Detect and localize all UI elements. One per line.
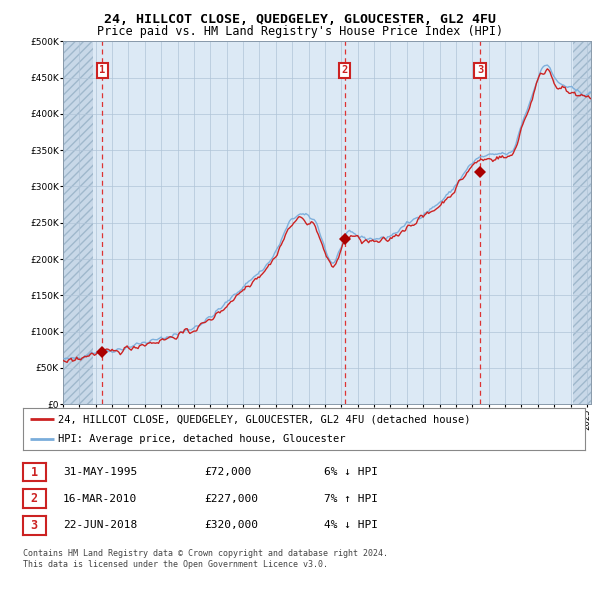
Text: 31-MAY-1995: 31-MAY-1995 (63, 467, 137, 477)
Text: This data is licensed under the Open Government Licence v3.0.: This data is licensed under the Open Gov… (23, 560, 328, 569)
Text: 22-JUN-2018: 22-JUN-2018 (63, 520, 137, 530)
Text: 1: 1 (31, 466, 38, 478)
Text: HPI: Average price, detached house, Gloucester: HPI: Average price, detached house, Glou… (58, 434, 345, 444)
Text: 3: 3 (477, 65, 483, 76)
Text: 3: 3 (31, 519, 38, 532)
Text: Contains HM Land Registry data © Crown copyright and database right 2024.: Contains HM Land Registry data © Crown c… (23, 549, 388, 558)
Text: 7% ↑ HPI: 7% ↑ HPI (324, 494, 378, 503)
Bar (63, 41, 93, 404)
Text: 6% ↓ HPI: 6% ↓ HPI (324, 467, 378, 477)
Bar (574, 41, 591, 404)
Text: £227,000: £227,000 (204, 494, 258, 503)
Text: 24, HILLCOT CLOSE, QUEDGELEY, GLOUCESTER, GL2 4FU: 24, HILLCOT CLOSE, QUEDGELEY, GLOUCESTER… (104, 13, 496, 26)
Text: £72,000: £72,000 (204, 467, 251, 477)
Text: 24, HILLCOT CLOSE, QUEDGELEY, GLOUCESTER, GL2 4FU (detached house): 24, HILLCOT CLOSE, QUEDGELEY, GLOUCESTER… (58, 414, 470, 424)
Text: £320,000: £320,000 (204, 520, 258, 530)
Text: 4% ↓ HPI: 4% ↓ HPI (324, 520, 378, 530)
Text: 2: 2 (31, 492, 38, 505)
Text: Price paid vs. HM Land Registry's House Price Index (HPI): Price paid vs. HM Land Registry's House … (97, 25, 503, 38)
Text: 2: 2 (341, 65, 348, 76)
Text: 1: 1 (100, 65, 106, 76)
Text: 16-MAR-2010: 16-MAR-2010 (63, 494, 137, 503)
Bar (63, 41, 93, 404)
Bar (574, 41, 591, 404)
